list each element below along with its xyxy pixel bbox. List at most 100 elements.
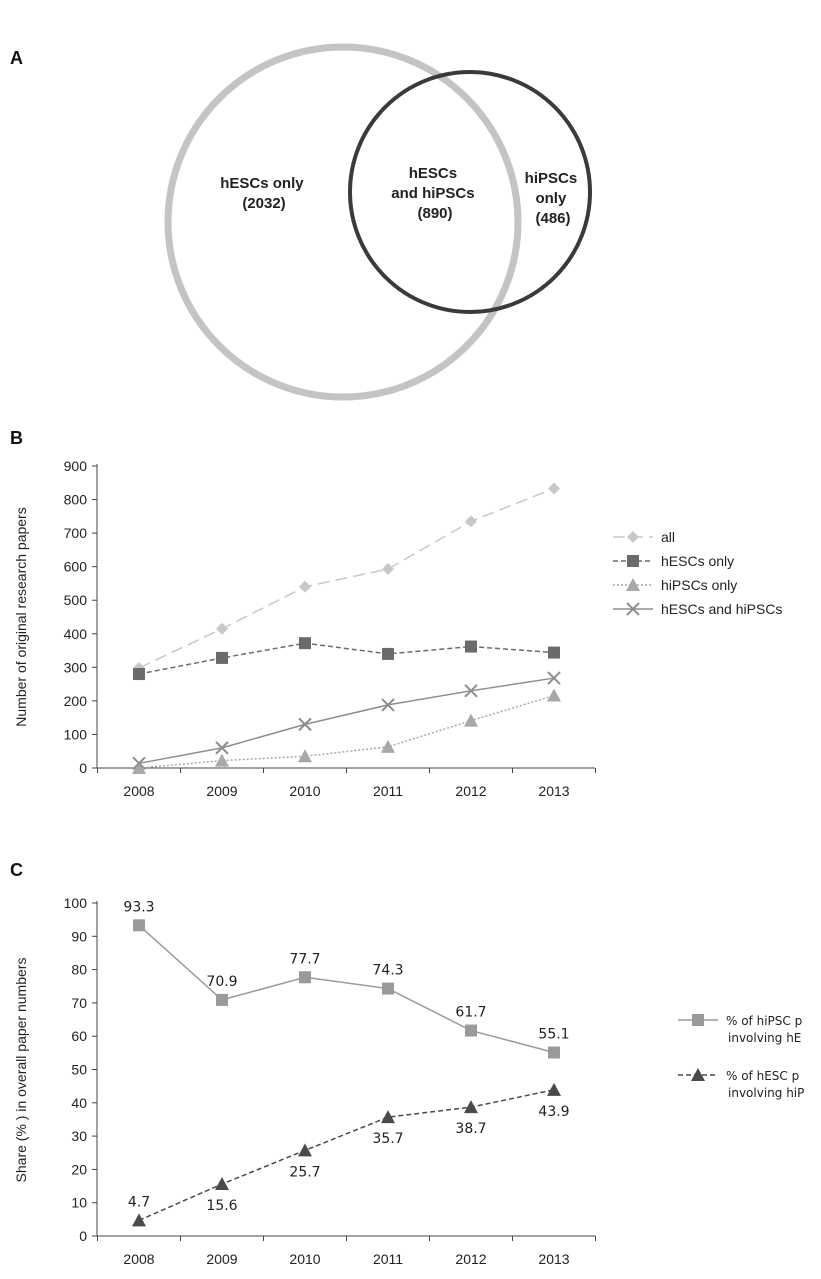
y-tick-label: 20 <box>71 1161 87 1177</box>
y-tick-label: 200 <box>64 693 88 709</box>
x-tick-label: 2010 <box>289 1251 320 1267</box>
legend-marker-0 <box>627 531 639 543</box>
legend-marker-2 <box>626 578 640 591</box>
data-label: 25.7 <box>289 1164 320 1180</box>
y-tick-label: 500 <box>64 592 88 608</box>
data-point-s0-1 <box>216 993 228 1006</box>
x-tick-label: 2009 <box>206 1251 237 1267</box>
series-line-2 <box>138 694 555 769</box>
x-tick-label: 2012 <box>455 783 486 799</box>
y-tick-label: 10 <box>71 1195 87 1211</box>
data-point-s3-5 <box>547 671 561 685</box>
legend-marker-3 <box>626 602 640 616</box>
data-point-s2-0 <box>132 761 146 774</box>
data-point-s2-3 <box>381 739 395 753</box>
y-tick-label: 30 <box>71 1128 87 1144</box>
data-point-s0-2 <box>299 580 311 593</box>
y-tick-label: 0 <box>79 1228 87 1244</box>
data-point-s0-3 <box>382 982 394 995</box>
data-point-s1-3 <box>381 1110 395 1124</box>
data-point-s0-0 <box>133 919 145 932</box>
data-label: 55.1 <box>538 1027 569 1043</box>
venn-circle-hescs <box>164 43 522 401</box>
data-point-s2-5 <box>547 688 561 702</box>
panel-letter-b: B <box>10 428 23 448</box>
y-tick-label: 700 <box>64 525 88 541</box>
y-tick-label: 40 <box>71 1095 87 1111</box>
data-point-s1-4 <box>465 640 477 653</box>
data-point-s0-1 <box>216 622 228 635</box>
y-tick-label: 400 <box>64 626 88 642</box>
data-point-s1-1 <box>216 651 228 664</box>
data-label: 35.7 <box>372 1131 403 1147</box>
series-line-1 <box>138 1089 555 1222</box>
y-tick-label: 60 <box>71 1028 87 1044</box>
x-tick-label: 2013 <box>538 1251 569 1267</box>
legend-marker-0 <box>692 1014 704 1026</box>
venn-label-hescs-only: hESCs only (2032) <box>220 175 308 212</box>
data-point-s1-3 <box>382 647 394 660</box>
y-tick-label: 80 <box>71 962 87 978</box>
series-line-1 <box>138 642 555 675</box>
y-tick-label: 90 <box>71 928 87 944</box>
y-axis-title: Number of original research papers <box>13 507 29 726</box>
legend-marker-1 <box>627 555 639 567</box>
legend-label-1-1: involving hiP <box>728 1086 804 1100</box>
data-point-s1-1 <box>215 1177 229 1191</box>
data-point-s0-3 <box>382 563 394 576</box>
data-point-s3-2 <box>298 717 312 732</box>
series-line-3 <box>138 677 555 765</box>
data-point-s0-5 <box>548 482 560 495</box>
y-axis-title: Share (% ) in overall paper numbers <box>13 958 29 1183</box>
y-tick-label: 900 <box>64 458 88 474</box>
y-tick-label: 100 <box>64 726 88 742</box>
data-label: 38.7 <box>455 1121 486 1137</box>
x-tick-label: 2011 <box>373 783 403 799</box>
venn-circle-hipscs <box>348 70 592 314</box>
y-tick-label: 800 <box>64 492 88 508</box>
data-point-s0-4 <box>465 515 477 528</box>
x-tick-label: 2012 <box>455 1251 486 1267</box>
data-label: 4.7 <box>128 1194 150 1210</box>
legend-label-2: hiPSCs only <box>661 577 737 593</box>
data-label: 61.7 <box>455 1005 486 1021</box>
data-label: 93.3 <box>123 899 154 915</box>
data-point-s1-5 <box>548 646 560 659</box>
chart-c: 0 10 20 30 40 50 60 70 80 90 100 2008 2009 2010 2011 20… <box>13 895 804 1267</box>
legend-marker-1 <box>691 1068 705 1081</box>
legend-label-0: all <box>661 529 675 545</box>
x-tick-label: 2009 <box>206 783 237 799</box>
y-tick-label: 50 <box>71 1062 87 1078</box>
y-tick-label: 600 <box>64 559 88 575</box>
data-point-s1-0 <box>132 1213 146 1227</box>
data-point-s0-2 <box>299 971 311 984</box>
data-point-s0-5 <box>548 1046 560 1059</box>
legend-label-0-0: % of hiPSC p <box>726 1014 802 1028</box>
venn-label-hipscs-only: hiPSCs only (486) <box>525 170 582 227</box>
series-line-0 <box>138 487 555 669</box>
panel-letter-a: A <box>10 48 23 68</box>
x-tick-label: 2008 <box>123 783 154 799</box>
data-point-s1-2 <box>298 1143 312 1157</box>
data-label: 74.3 <box>372 963 403 979</box>
data-point-s2-2 <box>298 749 312 763</box>
chart-b: 0 100 200 300 400 500 600 700 800 900 2008 2009 2010… <box>13 458 782 799</box>
x-tick-label: 2010 <box>289 783 320 799</box>
data-point-s3-0 <box>132 756 146 771</box>
data-label: 77.7 <box>289 951 320 967</box>
series-line-0 <box>138 924 555 1054</box>
data-point-s1-0 <box>133 668 145 681</box>
panel-letter-c: C <box>10 860 23 880</box>
data-label: 70.9 <box>206 974 237 990</box>
data-point-s2-4 <box>464 713 478 727</box>
data-point-s0-4 <box>465 1024 477 1037</box>
legend-label-1: hESCs only <box>661 553 734 569</box>
legend-label-0-1: involving hE <box>728 1031 801 1045</box>
data-point-s3-4 <box>464 684 478 698</box>
data-label: 15.6 <box>206 1198 237 1214</box>
y-tick-label: 70 <box>71 995 87 1011</box>
data-point-s3-1 <box>215 741 229 755</box>
x-tick-label: 2008 <box>123 1251 154 1267</box>
legend-label-3: hESCs and hiPSCs <box>661 601 782 617</box>
y-tick-label: 300 <box>64 659 88 675</box>
